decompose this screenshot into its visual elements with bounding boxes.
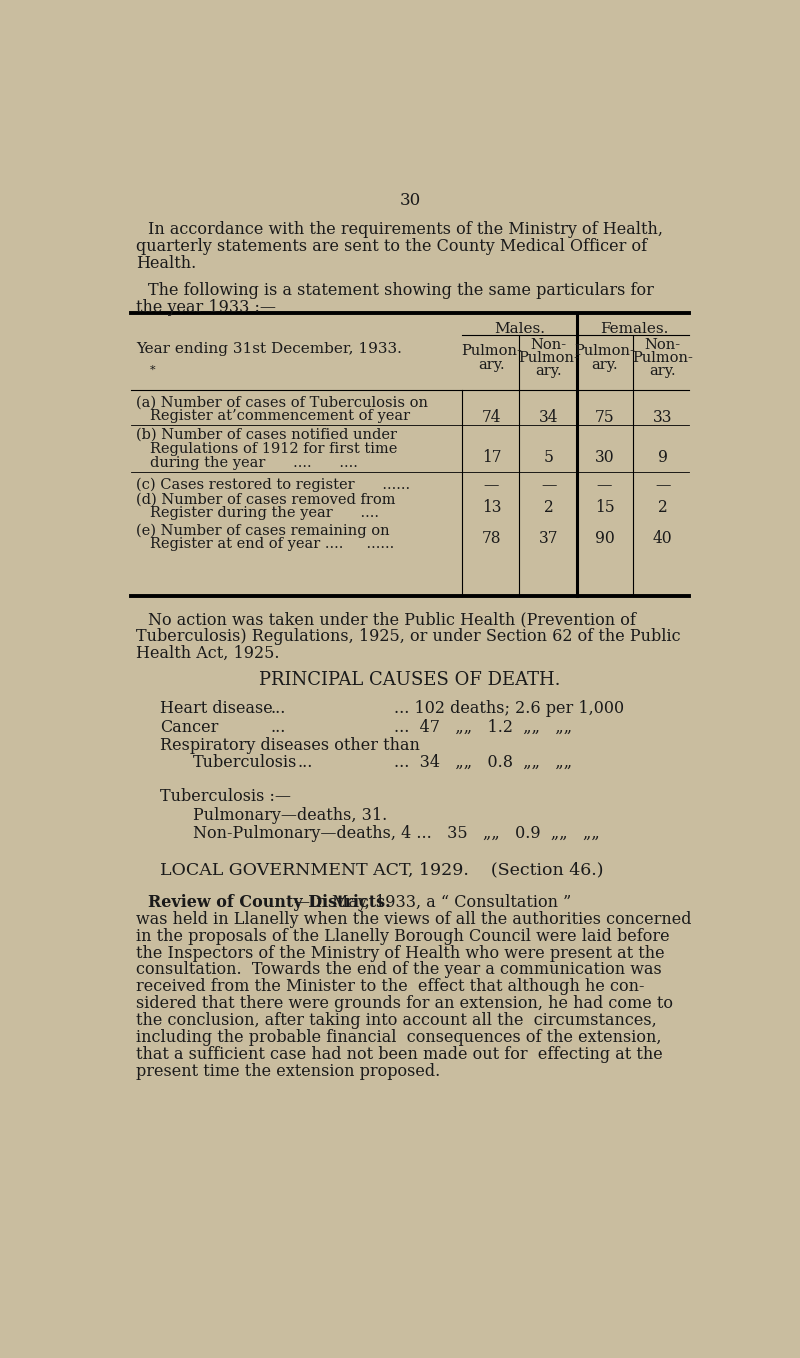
Text: —In May, 1933, a “ Consultation ”: —In May, 1933, a “ Consultation ” (294, 894, 571, 911)
Text: Pulmon-: Pulmon- (632, 350, 693, 365)
Text: Respiratory diseases other than: Respiratory diseases other than (161, 737, 420, 755)
Text: Health.: Health. (137, 254, 197, 272)
Text: 30: 30 (594, 448, 614, 466)
Text: Register at end of year ....     ......: Register at end of year .... ...... (150, 538, 394, 551)
Text: PRINCIPAL CAUSES OF DEATH.: PRINCIPAL CAUSES OF DEATH. (259, 671, 561, 689)
Text: Non-: Non- (645, 338, 681, 352)
Text: ...: ... (270, 701, 286, 717)
Text: ary.: ary. (650, 364, 676, 378)
Text: (c) Cases restored to register      ......: (c) Cases restored to register ...... (137, 477, 410, 492)
Text: 9: 9 (658, 448, 667, 466)
Text: Non-Pulmonary—deaths, 4 ...   35   „„   0.9  „„   „„: Non-Pulmonary—deaths, 4 ... 35 „„ 0.9 „„… (193, 826, 600, 842)
Text: Pulmon-: Pulmon- (574, 344, 635, 359)
Text: Cancer: Cancer (161, 718, 219, 736)
Text: was held in Llanelly when the views of all the authorities concerned: was held in Llanelly when the views of a… (137, 911, 692, 928)
Text: (d) Number of cases removed from: (d) Number of cases removed from (137, 493, 396, 507)
Text: during the year      ....      ....: during the year .... .... (150, 455, 358, 470)
Text: ary.: ary. (478, 357, 505, 372)
Text: —: — (655, 477, 670, 494)
Text: present time the extension proposed.: present time the extension proposed. (137, 1063, 441, 1080)
Text: Pulmon-: Pulmon- (461, 344, 522, 359)
Text: Heart disease: Heart disease (161, 701, 273, 717)
Text: Females.: Females. (600, 322, 668, 335)
Text: 15: 15 (594, 500, 614, 516)
Text: 5: 5 (544, 448, 554, 466)
Text: 13: 13 (482, 500, 501, 516)
Text: 74: 74 (482, 409, 501, 426)
Text: The following is a statement showing the same particulars for: The following is a statement showing the… (148, 282, 654, 299)
Text: ...  47   „„   1.2  „„   „„: ... 47 „„ 1.2 „„ „„ (394, 718, 573, 736)
Text: No action was taken under the Public Health (Prevention of: No action was taken under the Public Hea… (148, 611, 636, 629)
Text: ...  34   „„   0.8  „„   „„: ... 34 „„ 0.8 „„ „„ (394, 754, 573, 771)
Text: 33: 33 (653, 409, 672, 426)
Text: the conclusion, after taking into account all the  circumstances,: the conclusion, after taking into accoun… (137, 1012, 657, 1029)
Text: 75: 75 (594, 409, 614, 426)
Text: sidered that there were grounds for an extension, he had come to: sidered that there were grounds for an e… (137, 995, 674, 1012)
Text: including the probable financial  consequences of the extension,: including the probable financial consequ… (137, 1029, 662, 1046)
Text: 90: 90 (594, 530, 614, 547)
Text: in the proposals of the Llanelly Borough Council were laid before: in the proposals of the Llanelly Borough… (137, 928, 670, 945)
Text: (a) Number of cases of Tuberculosis on: (a) Number of cases of Tuberculosis on (137, 395, 429, 410)
Text: 37: 37 (539, 530, 558, 547)
Text: Non-: Non- (530, 338, 566, 352)
Text: Review of County Districts.: Review of County Districts. (148, 894, 390, 911)
Text: 34: 34 (539, 409, 558, 426)
Text: Regulations of 1912 for first time: Regulations of 1912 for first time (150, 441, 398, 456)
Text: received from the Minister to the  effect that although he con-: received from the Minister to the effect… (137, 978, 645, 995)
Text: Health Act, 1925.: Health Act, 1925. (137, 645, 280, 661)
Text: the Inspectors of the Ministry of Health who were present at the: the Inspectors of the Ministry of Health… (137, 945, 665, 961)
Text: Register at’commencement of year: Register at’commencement of year (150, 409, 410, 424)
Text: ... 102 deaths; 2.6 per 1,000: ... 102 deaths; 2.6 per 1,000 (394, 701, 625, 717)
Text: Tuberculosis :—: Tuberculosis :— (161, 788, 291, 805)
Text: LOCAL GOVERNMENT ACT, 1929.    (Section 46.): LOCAL GOVERNMENT ACT, 1929. (Section 46.… (161, 861, 604, 879)
Text: ...: ... (270, 718, 286, 736)
Text: Pulmonary—deaths, 31.: Pulmonary—deaths, 31. (193, 807, 387, 824)
Text: 17: 17 (482, 448, 501, 466)
Text: In accordance with the requirements of the Ministry of Health,: In accordance with the requirements of t… (148, 221, 663, 238)
Text: —: — (541, 477, 557, 494)
Text: 30: 30 (399, 193, 421, 209)
Text: 40: 40 (653, 530, 673, 547)
Text: ...: ... (298, 754, 313, 771)
Text: *: * (137, 365, 156, 375)
Text: —: — (484, 477, 499, 494)
Text: ary.: ary. (591, 357, 618, 372)
Text: Tuberculosis) Regulations, 1925, or under Section 62 of the Public: Tuberculosis) Regulations, 1925, or unde… (137, 627, 681, 645)
Text: Year ending 31st December, 1933.: Year ending 31st December, 1933. (137, 342, 402, 356)
Text: 2: 2 (658, 500, 667, 516)
Text: 78: 78 (482, 530, 501, 547)
Text: ary.: ary. (535, 364, 562, 378)
Text: the year 1933 :—: the year 1933 :— (137, 299, 277, 316)
Text: Pulmon-: Pulmon- (518, 350, 579, 365)
Text: quarterly statements are sent to the County Medical Officer of: quarterly statements are sent to the Cou… (137, 238, 647, 255)
Text: Tuberculosis: Tuberculosis (193, 754, 298, 771)
Text: 2: 2 (544, 500, 554, 516)
Text: —: — (597, 477, 612, 494)
Text: that a sufficient case had not been made out for  effecting at the: that a sufficient case had not been made… (137, 1046, 663, 1063)
Text: (e) Number of cases remaining on: (e) Number of cases remaining on (137, 523, 390, 538)
Text: consultation.  Towards the end of the year a communication was: consultation. Towards the end of the yea… (137, 961, 662, 979)
Text: Register during the year      ....: Register during the year .... (150, 507, 379, 520)
Text: (b) Number of cases notified under: (b) Number of cases notified under (137, 428, 398, 441)
Text: Males.: Males. (494, 322, 545, 335)
